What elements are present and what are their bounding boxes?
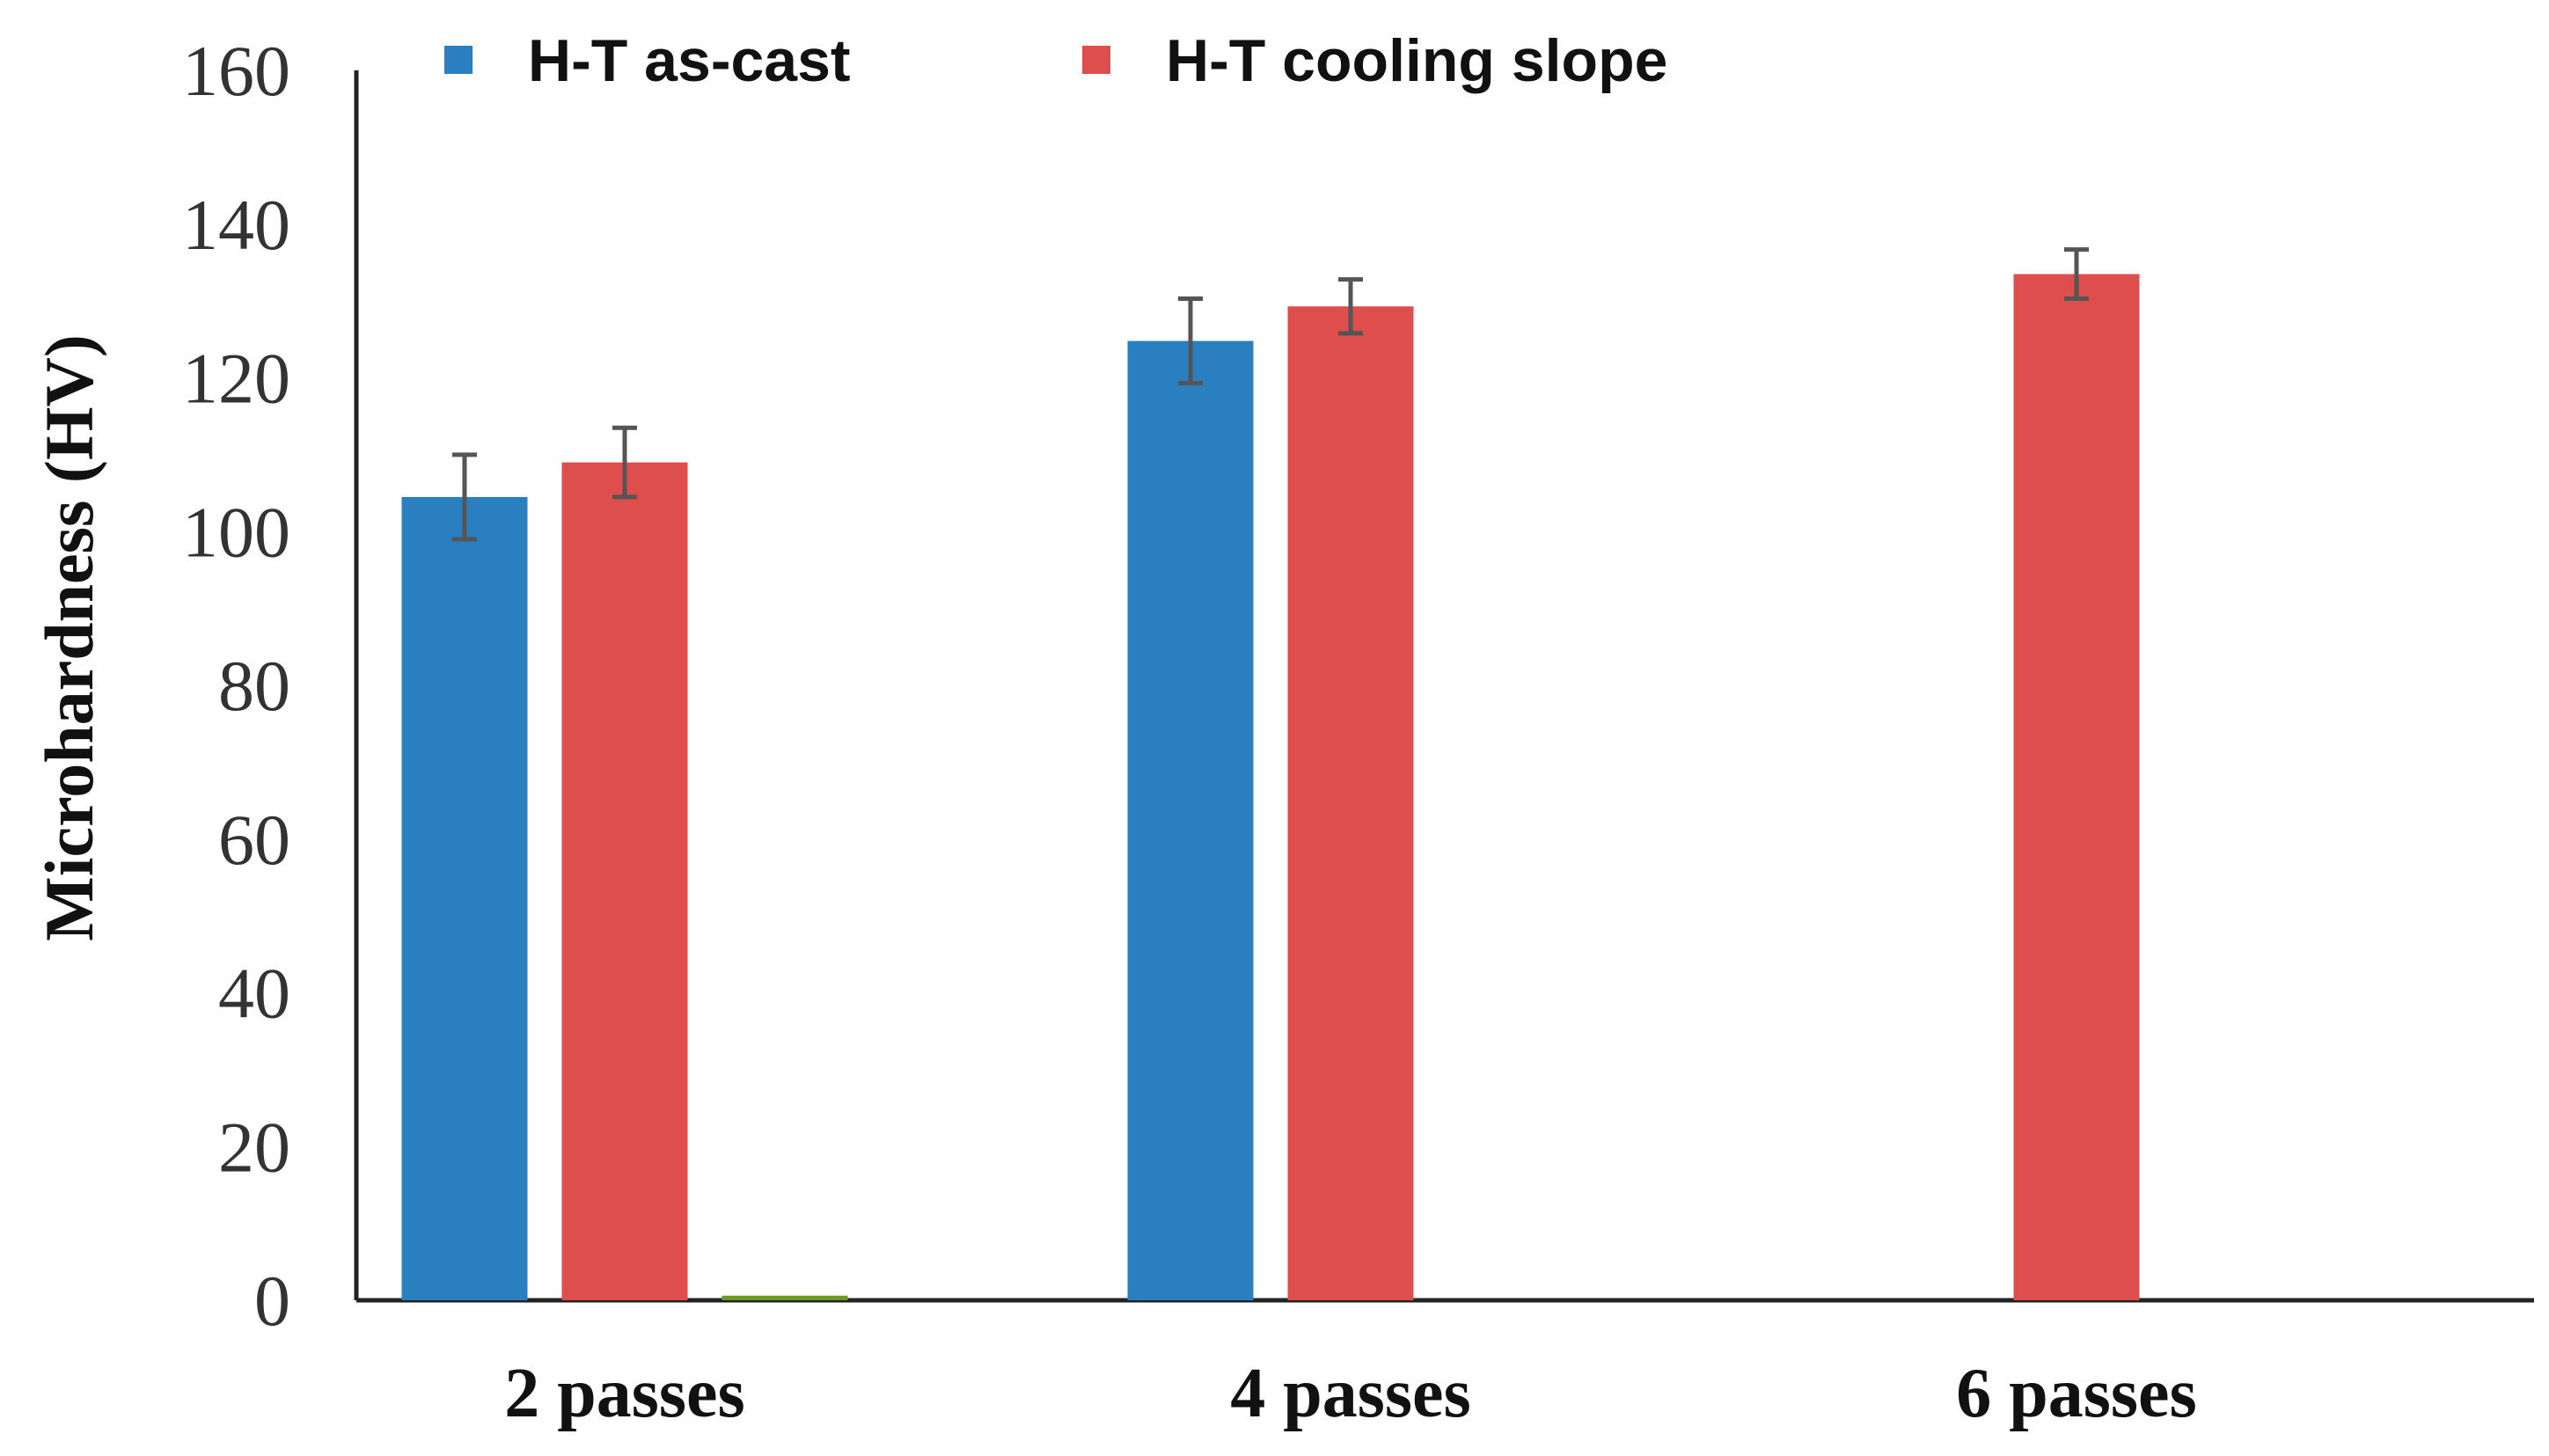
y-axis-label: Microhardness (HV): [31, 334, 107, 941]
legend-swatch: [444, 46, 472, 74]
bar-h-t-cooling-slope-6-passes: [2013, 274, 2140, 1301]
error-bar: [1178, 296, 1203, 386]
bar-h-t-as-cast-2-passes: [401, 496, 528, 1300]
error-bar: [452, 452, 477, 542]
y-tick-label: 80: [218, 646, 290, 726]
x-tick-label: 2 passes: [504, 1355, 744, 1432]
legend-swatch: [1082, 46, 1110, 74]
y-tick-label: 120: [182, 339, 290, 419]
legend-label: H-T as-cast: [528, 27, 851, 94]
error-bar: [2064, 247, 2089, 302]
bar-h-t-cooling-slope-2-passes: [561, 462, 688, 1300]
legend: H-T as-cast H-T cooling slope: [444, 27, 1667, 94]
y-tick-label: 60: [218, 800, 290, 880]
bar-series-2-2-passes: [721, 1295, 848, 1300]
y-tick-label: 140: [182, 185, 290, 265]
y-tick-label: 100: [182, 492, 290, 572]
legend-label: H-T cooling slope: [1166, 27, 1667, 94]
bar-h-t-as-cast-4-passes: [1127, 340, 1254, 1300]
x-tick-labels: 2 passes 4 passes 6 passes: [504, 1355, 2196, 1432]
x-tick-label: 4 passes: [1230, 1355, 1470, 1432]
error-bar: [1338, 277, 1363, 336]
bars: [401, 274, 2140, 1301]
bar-h-t-cooling-slope-4-passes: [1287, 306, 1414, 1301]
y-tick-label: 20: [218, 1107, 290, 1187]
x-tick-label: 6 passes: [1956, 1355, 2196, 1432]
error-bar: [612, 425, 637, 500]
y-tick-label: 160: [182, 31, 290, 111]
axes: [354, 70, 2534, 1303]
error-bars: [452, 247, 2089, 542]
y-tick-labels: 0 20 40 60 80 100 120 140 160: [182, 31, 290, 1341]
y-tick-label: 0: [254, 1261, 290, 1341]
y-tick-label: 40: [218, 954, 290, 1034]
